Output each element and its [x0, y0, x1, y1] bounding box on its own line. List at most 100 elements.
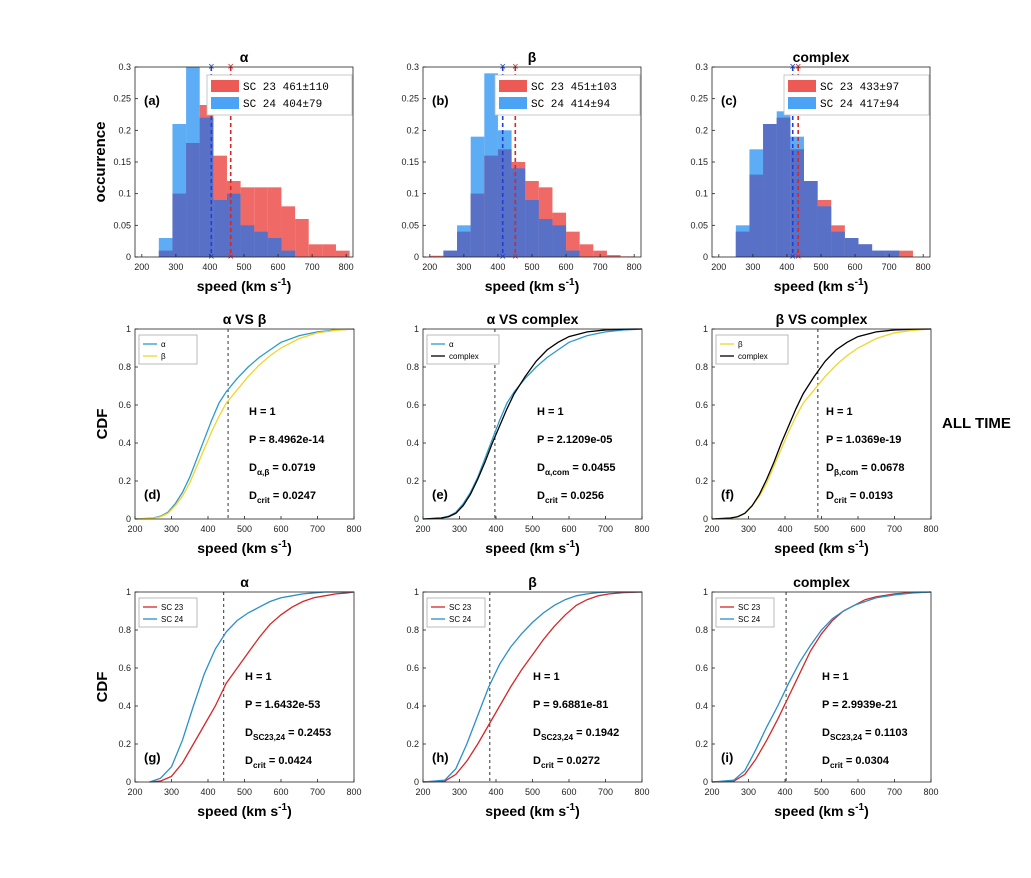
- x-tick-label: 200: [127, 524, 142, 534]
- bar-overlap: [457, 231, 471, 257]
- legend-entry: SC 24 414±94: [531, 99, 611, 111]
- bar-overlap: [525, 200, 539, 257]
- x-tick-label: 500: [237, 787, 252, 797]
- panel-label: (h): [432, 750, 449, 765]
- y-tick-label: 0.15: [401, 157, 419, 167]
- x-tick-label: 200: [127, 787, 142, 797]
- x-tick-label: 800: [339, 262, 354, 272]
- legend-entry: SC 24 404±79: [243, 99, 322, 111]
- y-tick-label: 0.6: [695, 663, 708, 673]
- x-axis-label: speed (km s-1): [197, 539, 292, 556]
- y-tick-label: 0: [414, 252, 419, 262]
- panel-label: (a): [144, 93, 160, 108]
- bar-overlap: [749, 174, 764, 257]
- panel-title: complex: [793, 574, 850, 590]
- x-tick-label: 500: [814, 524, 829, 534]
- panel-f: β complex H = 1 P = 1.0369e-19 200 300 400 500 6…: [695, 311, 938, 556]
- cdf-line-complex: [711, 328, 932, 520]
- y-tick-label: 1: [126, 324, 131, 334]
- x-tick-label: 700: [882, 262, 897, 272]
- panel-title: β VS complex: [776, 311, 868, 327]
- x-tick-label: 400: [779, 262, 794, 272]
- y-tick-label: 0.1: [118, 189, 131, 199]
- x-tick-label: 600: [273, 524, 288, 534]
- x-tick-label: 500: [814, 787, 829, 797]
- stat-h: H = 1: [533, 671, 560, 683]
- x-axis-label: speed (km s-1): [485, 277, 580, 294]
- bar-overlap: [158, 250, 173, 257]
- legend-entry: α: [449, 340, 454, 349]
- x-tick-label: 600: [273, 787, 288, 797]
- x-tick-label: 400: [488, 524, 503, 534]
- stat-h: H = 1: [249, 406, 276, 418]
- x-tick-label: 300: [456, 262, 471, 272]
- bar-sc23: [579, 244, 594, 257]
- x-axis-label: speed (km s-1): [774, 277, 869, 294]
- y-tick-label: 0.2: [406, 476, 419, 486]
- x-tick-label: 700: [598, 524, 613, 534]
- y-tick-label: 0.6: [406, 400, 419, 410]
- y-tick-label: 0: [703, 252, 708, 262]
- x-tick-label: 600: [850, 787, 865, 797]
- x-tick-label: 600: [561, 787, 576, 797]
- stat-dcrit: Dcrit = 0.0304: [822, 755, 890, 770]
- y-tick-label: 0.15: [113, 157, 131, 167]
- y-tick-label: 1: [703, 324, 708, 334]
- cdf-line-sc-23: [422, 591, 643, 783]
- stat-dcrit: Dcrit = 0.0424: [245, 755, 313, 770]
- legend-entry: SC 24: [449, 615, 472, 624]
- x-tick-label: 400: [490, 262, 505, 272]
- y-tick-label: 0.2: [406, 125, 419, 135]
- x-tick-label: 400: [777, 524, 792, 534]
- x-tick-label: 400: [200, 524, 215, 534]
- bar-overlap: [844, 238, 859, 257]
- bar-overlap: [831, 231, 845, 257]
- x-tick-label: 500: [813, 262, 828, 272]
- panel-title: α VS complex: [487, 311, 579, 327]
- bar-overlap: [443, 250, 458, 257]
- x-tick-label: 700: [310, 524, 325, 534]
- x-tick-label: 800: [923, 524, 938, 534]
- bar-sc23: [606, 255, 621, 257]
- panel-title: β: [528, 49, 537, 65]
- panel-label: (e): [432, 487, 448, 502]
- y-tick-label: 0.8: [118, 625, 131, 635]
- x-tick-label: 300: [168, 262, 183, 272]
- bar-overlap: [199, 117, 214, 258]
- x-tick-label: 300: [164, 787, 179, 797]
- bar-sc23: [593, 250, 607, 257]
- x-tick-label: 700: [593, 262, 608, 272]
- legend-entry: β: [161, 352, 166, 361]
- x-tick-label: 300: [745, 262, 760, 272]
- x-tick-label: 400: [777, 787, 792, 797]
- panel-title: α: [240, 574, 249, 590]
- y-tick-label: 0.8: [695, 362, 708, 372]
- x-tick-label: 600: [559, 262, 574, 272]
- y-tick-label: 0.25: [690, 94, 708, 104]
- y-tick-label: 0.1: [695, 189, 708, 199]
- y-tick-label: 0: [126, 514, 131, 524]
- y-tick-label: 0.8: [406, 625, 419, 635]
- bar-sc23: [899, 250, 913, 257]
- legend-box: [426, 597, 486, 628]
- legend-entry: β: [738, 340, 743, 349]
- bar-sc23: [429, 255, 444, 257]
- stat-dcrit: Dcrit = 0.0272: [533, 755, 600, 770]
- x-tick-label: 800: [634, 524, 649, 534]
- x-tick-label: 700: [310, 787, 325, 797]
- legend-entry: SC 23 451±103: [531, 82, 617, 94]
- bar-overlap: [267, 238, 282, 257]
- x-axis-label: speed (km s-1): [197, 277, 292, 294]
- bar-overlap: [858, 244, 873, 257]
- panel-label: (c): [721, 93, 737, 108]
- y-tick-label: 0.6: [406, 663, 419, 673]
- x-tick-label: 400: [200, 787, 215, 797]
- panel-label: (b): [432, 93, 449, 108]
- x-tick-label: 200: [704, 524, 719, 534]
- side-label-all-time: ALL TIME: [942, 415, 1011, 432]
- x-tick-label: 400: [202, 262, 217, 272]
- x-tick-label: 500: [524, 262, 539, 272]
- y-tick-label: 0.8: [695, 625, 708, 635]
- legend-box: [715, 597, 775, 628]
- x-tick-label: 300: [741, 787, 756, 797]
